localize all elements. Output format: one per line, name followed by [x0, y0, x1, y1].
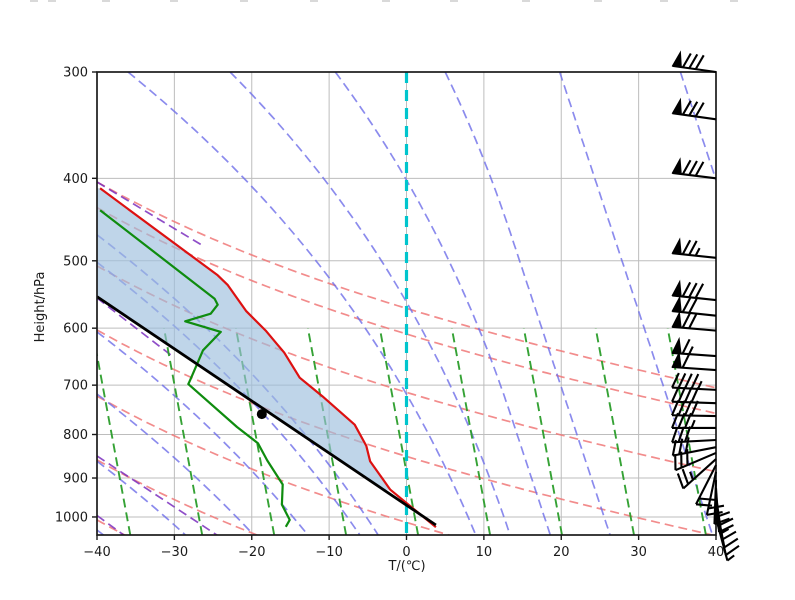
wind-barb: [671, 50, 717, 74]
y-tick-label: 900: [63, 472, 88, 487]
y-tick-label: 500: [63, 254, 88, 269]
dewpoint-profile-line: [99, 209, 291, 528]
axes-frame: [92, 71, 717, 540]
wind-barb: [671, 279, 717, 302]
wind-barb: [671, 437, 717, 457]
red-dashed-family: [97, 181, 716, 535]
y-tick-label: 300: [63, 66, 88, 81]
y-tick-label: 700: [63, 379, 88, 394]
x-tick-label: −40: [83, 545, 110, 560]
y-tick-label: 1000: [55, 510, 88, 525]
cape-shaded-area: [97, 188, 391, 490]
y-tick-label: 600: [63, 322, 88, 337]
wind-barbs: [671, 50, 740, 562]
green-dashed-family: [97, 328, 707, 535]
wind-barb: [671, 310, 717, 332]
top-edge-artifacts: [30, 0, 738, 2]
level-marker-dot: [256, 409, 267, 420]
isoline-families: [97, 72, 716, 535]
wind-barb: [671, 97, 717, 121]
parcel-curve-line: [99, 187, 437, 529]
wind-barb: [671, 350, 717, 372]
wind-barb: [671, 372, 717, 391]
y-tick-label: 400: [63, 172, 88, 187]
wind-barb: [671, 400, 717, 418]
x-tick-label: 30: [630, 545, 647, 560]
x-tick-label: 0: [402, 545, 410, 560]
wind-barb: [671, 157, 717, 180]
wind-barb: [671, 412, 716, 430]
tick-labels: −40 −30 −20 −10 0 10 20 30 40 300 400 500 600 700 800 9…: [55, 66, 724, 561]
wind-barb: [674, 449, 717, 472]
temperature-profile-line: [97, 295, 437, 527]
wind-barb: [676, 458, 717, 490]
x-tick-label: −10: [315, 545, 342, 560]
wind-barb: [714, 517, 735, 562]
x-tick-label: −30: [161, 545, 188, 560]
x-tick-label: 40: [708, 545, 725, 560]
y-tick-label: 800: [63, 428, 88, 443]
x-tick-label: 10: [476, 545, 493, 560]
wind-barb: [671, 426, 717, 444]
wind-barb: [671, 386, 717, 405]
profiles: [97, 187, 437, 529]
x-tick-label: 20: [553, 545, 570, 560]
purple-dashed-overlaps: [97, 181, 219, 535]
wind-barb: [671, 237, 717, 259]
x-tick-label: −20: [238, 545, 265, 560]
